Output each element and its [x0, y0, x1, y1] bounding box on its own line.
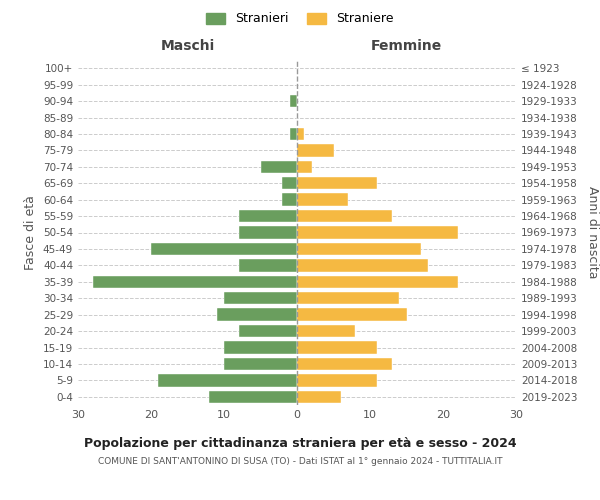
Bar — [297, 243, 421, 255]
Bar — [297, 226, 458, 238]
Bar — [297, 325, 355, 337]
Bar — [297, 128, 304, 140]
Y-axis label: Anni di nascita: Anni di nascita — [586, 186, 599, 279]
Bar — [92, 276, 297, 288]
Bar — [224, 292, 297, 304]
Bar — [151, 243, 297, 255]
Text: Popolazione per cittadinanza straniera per età e sesso - 2024: Popolazione per cittadinanza straniera p… — [83, 438, 517, 450]
Bar — [158, 374, 297, 386]
Bar — [297, 160, 311, 173]
Bar — [217, 308, 297, 321]
Bar — [283, 177, 297, 190]
Bar — [297, 358, 392, 370]
Bar — [209, 390, 297, 403]
Bar — [297, 374, 377, 386]
Bar — [239, 259, 297, 272]
Bar — [297, 292, 399, 304]
Bar — [297, 308, 407, 321]
Legend: Stranieri, Straniere: Stranieri, Straniere — [203, 8, 397, 29]
Bar — [283, 194, 297, 206]
Bar — [239, 325, 297, 337]
Text: Maschi: Maschi — [160, 40, 215, 54]
Bar — [260, 160, 297, 173]
Bar — [297, 342, 377, 353]
Text: Femmine: Femmine — [371, 40, 442, 54]
Bar — [239, 210, 297, 222]
Bar — [297, 390, 341, 403]
Bar — [297, 210, 392, 222]
Bar — [297, 194, 348, 206]
Bar — [297, 144, 334, 156]
Y-axis label: Fasce di età: Fasce di età — [25, 195, 37, 270]
Bar — [290, 95, 297, 107]
Text: COMUNE DI SANT'ANTONINO DI SUSA (TO) - Dati ISTAT al 1° gennaio 2024 - TUTTITALI: COMUNE DI SANT'ANTONINO DI SUSA (TO) - D… — [98, 458, 502, 466]
Bar — [224, 358, 297, 370]
Bar — [297, 259, 428, 272]
Bar — [297, 177, 377, 190]
Bar — [297, 276, 458, 288]
Bar — [239, 226, 297, 238]
Bar — [224, 342, 297, 353]
Bar — [290, 128, 297, 140]
